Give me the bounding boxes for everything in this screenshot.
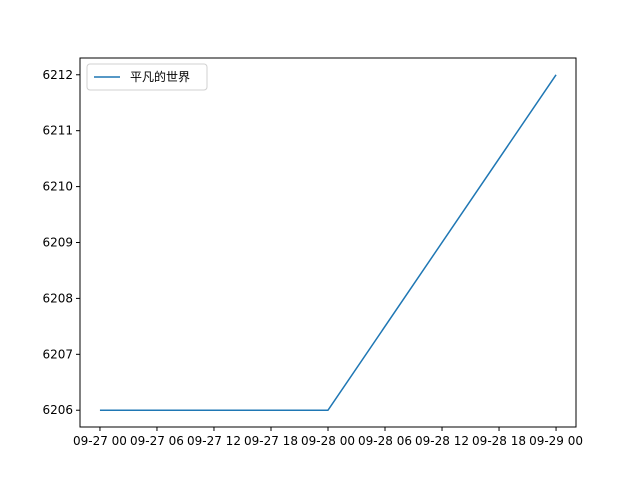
x-tick-label: 09-27 00: [73, 434, 127, 448]
y-tick-label: 6212: [42, 68, 73, 82]
x-tick-label: 09-29 00: [529, 434, 583, 448]
y-tick-label: 6207: [42, 347, 73, 361]
series-layer: [99, 74, 557, 411]
legend: 平凡的世界: [86, 63, 208, 91]
y-tick-label: 6209: [42, 236, 73, 250]
series-line: [99, 74, 557, 411]
y-tick-label: 6206: [42, 403, 73, 417]
x-tick-label: 09-28 00: [301, 434, 355, 448]
x-tick-label: 09-28 18: [472, 434, 526, 448]
legend-label: 平凡的世界: [130, 69, 190, 84]
y-tick-label: 6211: [42, 124, 73, 138]
x-tick-label: 09-27 18: [244, 434, 298, 448]
x-axis: 09-27 00 09-27 06 09-27 12 09-27 18 09-28 00…: [73, 427, 583, 448]
y-tick-label: 6210: [42, 180, 73, 194]
plot-background: [80, 58, 576, 427]
y-tick-label: 6208: [42, 291, 73, 305]
legend-box: [86, 63, 208, 91]
x-tick-label: 09-28 12: [415, 434, 469, 448]
x-tick-label: 09-28 06: [358, 434, 412, 448]
y-axis: 6206 6207 6208 6209 6210 6211 6212: [42, 68, 80, 417]
x-tick-label: 09-27 12: [187, 434, 241, 448]
x-tick-label: 09-27 06: [130, 434, 184, 448]
